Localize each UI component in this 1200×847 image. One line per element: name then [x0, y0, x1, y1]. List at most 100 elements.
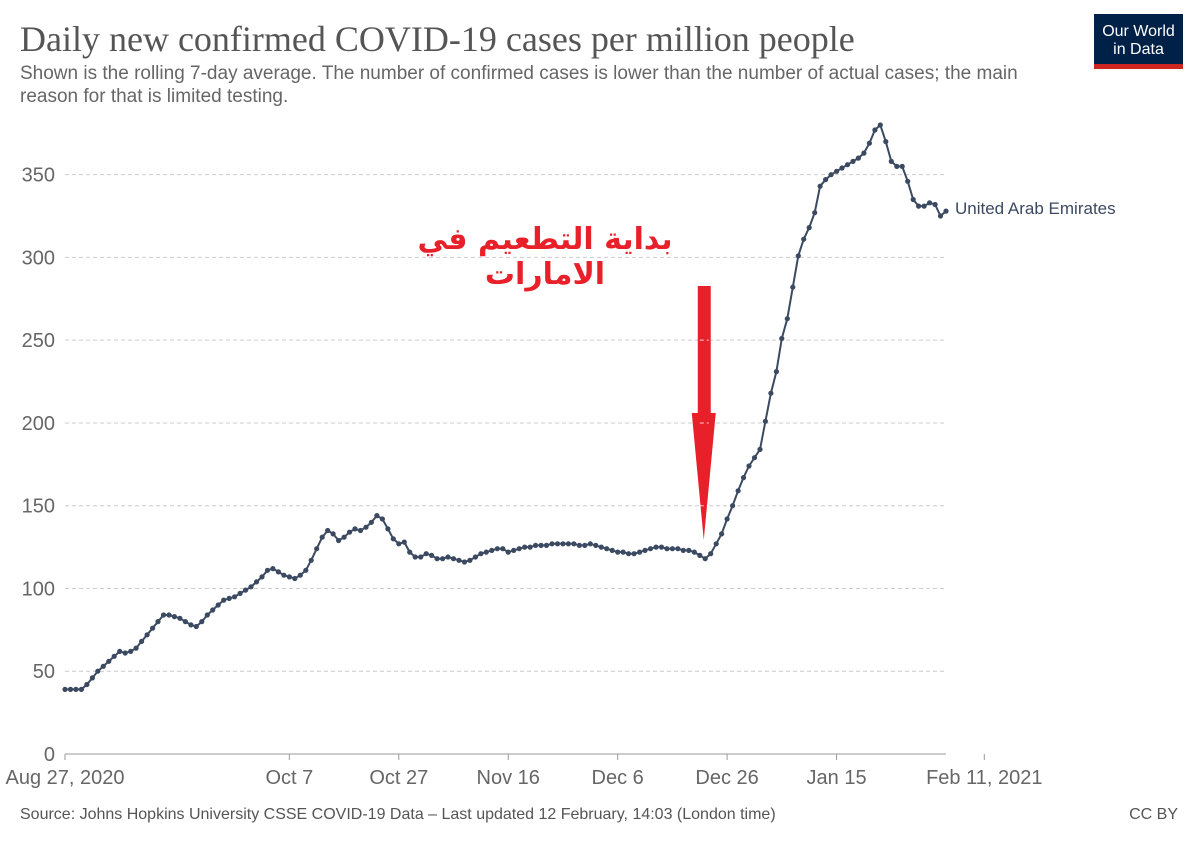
- data-point: [910, 196, 916, 203]
- x-tick-label: Feb 11, 2021: [926, 767, 1042, 789]
- series-label: United Arab Emirates: [955, 199, 1116, 218]
- data-point: [494, 546, 500, 552]
- data-point: [516, 546, 522, 552]
- data-point: [773, 369, 780, 375]
- data-point: [658, 544, 665, 550]
- data-point: [117, 648, 123, 655]
- data-point: [150, 625, 156, 631]
- data-point: [253, 579, 260, 585]
- data-point: [423, 551, 429, 557]
- data-point: [292, 575, 298, 582]
- data-point: [396, 541, 402, 547]
- data-point: [762, 418, 769, 424]
- data-point: [604, 546, 610, 552]
- x-tick-label: Oct 27: [369, 767, 428, 789]
- data-point: [177, 615, 183, 621]
- data-point: [62, 686, 68, 693]
- data-point: [314, 546, 320, 552]
- data-point: [817, 183, 823, 189]
- x-tick-label: Dec 26: [695, 767, 758, 789]
- data-point: [839, 165, 845, 171]
- data-point: [182, 619, 188, 625]
- data-point: [916, 203, 922, 209]
- data-point: [357, 527, 364, 534]
- data-point: [713, 541, 719, 547]
- data-point: [582, 542, 588, 549]
- data-point: [598, 544, 604, 550]
- x-tick-label: Oct 7: [265, 767, 313, 789]
- data-point: [133, 645, 139, 651]
- data-point: [697, 552, 703, 559]
- data-point: [259, 574, 265, 580]
- data-point: [905, 178, 911, 184]
- data-point: [888, 158, 894, 164]
- data-point: [647, 546, 654, 552]
- data-point: [620, 549, 626, 555]
- data-point: [456, 557, 462, 563]
- data-point: [308, 557, 314, 563]
- logo-line-1: Our World: [1102, 23, 1175, 40]
- data-point: [549, 541, 555, 547]
- x-tick-label: Aug 27, 2020: [6, 767, 125, 789]
- data-point: [757, 446, 763, 452]
- data-point: [543, 542, 550, 549]
- data-point: [894, 163, 900, 169]
- license-link[interactable]: CC BY: [1129, 806, 1178, 823]
- data-point: [637, 549, 643, 555]
- data-point: [730, 503, 736, 509]
- data-point: [73, 686, 79, 693]
- data-point: [144, 632, 150, 638]
- y-tick-label: 250: [22, 330, 55, 352]
- data-point: [921, 203, 927, 209]
- owid-logo[interactable]: Our World in Data: [1094, 14, 1183, 69]
- data-point: [248, 584, 254, 590]
- data-point: [450, 556, 457, 562]
- data-point: [412, 554, 418, 560]
- data-point: [850, 158, 856, 164]
- data-point: [128, 648, 134, 655]
- data-point: [95, 668, 101, 674]
- data-point: [336, 537, 342, 544]
- data-point: [407, 549, 413, 555]
- data-point: [565, 541, 572, 547]
- data-point: [609, 547, 615, 554]
- data-point: [330, 531, 336, 537]
- data-point: [243, 587, 249, 593]
- data-point: [374, 513, 380, 519]
- data-point: [100, 663, 106, 669]
- data-point: [779, 335, 785, 342]
- data-point: [78, 686, 84, 693]
- data-point: [385, 526, 391, 532]
- data-point: [297, 572, 303, 578]
- x-tick-label: Nov 16: [477, 767, 540, 789]
- data-point: [593, 542, 599, 549]
- y-tick-label: 50: [33, 661, 55, 683]
- arrow-head: [691, 413, 716, 540]
- data-point: [221, 597, 227, 603]
- data-point: [680, 547, 686, 554]
- arrow-shaft: [697, 286, 711, 414]
- data-point: [615, 549, 621, 555]
- data-point: [795, 253, 801, 259]
- data-point: [812, 210, 818, 216]
- data-point: [844, 162, 851, 168]
- data-point: [500, 546, 506, 552]
- data-point: [232, 594, 238, 600]
- data-point: [281, 572, 287, 578]
- chart-subtitle: Shown is the rolling 7-day average. The …: [20, 63, 1018, 107]
- data-point: [768, 390, 774, 396]
- data-point: [434, 556, 440, 562]
- y-tick-label: 350: [22, 165, 55, 187]
- data-point: [724, 516, 730, 522]
- series-points: [62, 122, 949, 693]
- data-point: [751, 455, 758, 461]
- data-point: [275, 569, 281, 575]
- data-point: [440, 556, 446, 562]
- data-point: [653, 544, 659, 550]
- x-tick-label: Jan 15: [807, 767, 867, 789]
- data-point: [511, 547, 517, 554]
- data-point: [171, 614, 177, 620]
- data-point: [538, 542, 544, 549]
- data-point: [669, 546, 676, 552]
